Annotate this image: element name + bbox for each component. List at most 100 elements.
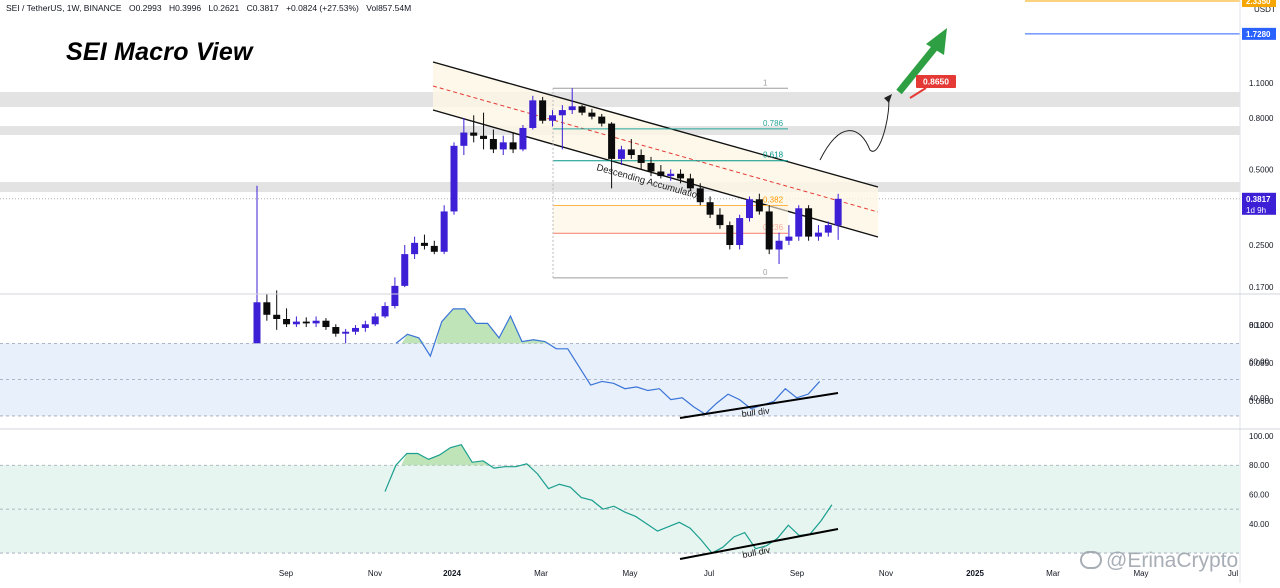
candle-body xyxy=(814,232,822,237)
price-label-box xyxy=(1242,27,1276,40)
candle-body xyxy=(578,106,586,113)
price-tick-label: 0.1700 xyxy=(1249,283,1274,292)
candle-body xyxy=(716,214,724,226)
time-tick-label: May xyxy=(1133,569,1148,578)
candle-body xyxy=(519,127,527,150)
candle-body xyxy=(499,142,507,150)
price-tick-label: 0.2500 xyxy=(1249,241,1274,250)
candle-body xyxy=(637,154,645,163)
price-tick-label: 0.1200 xyxy=(1249,321,1274,330)
candle-body xyxy=(263,302,271,315)
time-tick-label: Sep xyxy=(279,569,294,578)
stoch-tick-label: 100.00 xyxy=(1249,432,1274,441)
candle-body xyxy=(765,211,773,250)
candle-body xyxy=(391,285,399,307)
candle-body xyxy=(686,178,694,189)
candle-body xyxy=(795,208,803,237)
channel-upper-line xyxy=(432,61,879,188)
candle-body xyxy=(588,112,596,117)
time-tick-label: Mar xyxy=(1046,569,1060,578)
stoch-tick-label: 60.00 xyxy=(1249,491,1270,500)
stoch-tick-label: 80.00 xyxy=(1249,461,1270,470)
candle-body xyxy=(617,149,625,159)
rsi-overbought-fill xyxy=(436,308,551,344)
candle-body xyxy=(411,242,419,255)
candle-body xyxy=(509,142,517,150)
time-tick-label: Nov xyxy=(879,569,893,578)
watermark: @ErinaCrypto xyxy=(1080,549,1238,573)
projection-arrowhead xyxy=(884,94,892,103)
price-tick-label: 1.1000 xyxy=(1249,79,1274,88)
candle-body xyxy=(361,324,369,328)
price-label-box xyxy=(1242,0,1276,7)
time-tick-label: Jul xyxy=(704,569,714,578)
time-tick-label: Sep xyxy=(790,569,805,578)
symbol-label[interactable]: SEI / TetherUS, 1W, BINANCE xyxy=(6,3,122,13)
fib-level-label: 0.618 xyxy=(763,151,784,160)
target-label-box xyxy=(916,75,956,88)
target-pointer xyxy=(909,87,927,99)
candle-body xyxy=(470,132,478,136)
time-tick-label: Jul xyxy=(1228,569,1238,578)
candle-body xyxy=(647,162,655,172)
price-tick-label: 0.5000 xyxy=(1249,165,1274,174)
rsi-divergence-label: bull div xyxy=(741,406,771,419)
time-tick-label: May xyxy=(622,569,637,578)
candle-body xyxy=(549,115,556,121)
support-zone xyxy=(0,182,1240,192)
rsi-overbought-fill xyxy=(401,334,425,344)
candle-body xyxy=(608,123,616,159)
bullish-arrow-head xyxy=(926,28,947,55)
candle-body xyxy=(420,242,428,246)
candle-body xyxy=(480,135,488,139)
candle-body xyxy=(657,171,665,177)
candle-body xyxy=(489,138,497,150)
price-tick-label: 0.0850 xyxy=(1249,359,1274,368)
countdown-label: 1d 9h xyxy=(1246,206,1266,215)
candle-body xyxy=(775,240,783,250)
price-tick-label: 0.0600 xyxy=(1249,397,1274,406)
candle-body xyxy=(824,225,832,233)
candle-body xyxy=(440,211,448,252)
rsi-divergence-line xyxy=(679,392,839,419)
time-tick-label: 2024 xyxy=(443,569,461,578)
stoch-divergence-line xyxy=(679,528,839,560)
candle-body xyxy=(598,116,606,124)
stoch-tick-label: 40.00 xyxy=(1249,520,1270,529)
rsi-tick-label: 80.00 xyxy=(1249,321,1270,330)
fib-level-label: 0 xyxy=(763,268,768,277)
candle-body xyxy=(785,236,793,241)
candle-body xyxy=(401,254,409,286)
open-value: O0.2993 xyxy=(128,3,162,13)
price-label-text: 1.7280 xyxy=(1246,30,1271,39)
candle-body xyxy=(312,320,320,324)
candle-body xyxy=(460,132,468,146)
candle-body xyxy=(322,320,330,328)
candle-body xyxy=(529,100,537,128)
candle-body xyxy=(696,188,704,203)
volume-value: Vol857.54M xyxy=(366,3,412,13)
fib-level-label: 0.786 xyxy=(763,119,784,128)
rsi-tick-label: 40.00 xyxy=(1249,394,1270,403)
candle-body xyxy=(352,327,359,332)
candle-body xyxy=(627,149,635,155)
candle-body xyxy=(568,106,576,111)
candle-body xyxy=(667,173,675,177)
price-label-text: 0.3817 xyxy=(1246,195,1271,204)
price-tick-label: 0.8000 xyxy=(1249,114,1274,123)
fib-level-label: 0.382 xyxy=(763,195,784,204)
close-value: C0.3817 xyxy=(246,3,279,13)
candle-body xyxy=(736,218,744,246)
price-axis-unit: USDT xyxy=(1254,5,1276,14)
bullish-arrow-shaft xyxy=(896,42,940,95)
candle-body xyxy=(539,100,547,121)
chart-title: SEI Macro View xyxy=(66,38,253,66)
time-tick-label: Nov xyxy=(368,569,382,578)
candle-body xyxy=(755,199,763,212)
watermark-text: @ErinaCrypto xyxy=(1106,549,1239,572)
stoch-line xyxy=(384,444,833,554)
symbol-info-bar[interactable]: SEI / TetherUS, 1W, BINANCE O0.2993 H0.3… xyxy=(6,3,416,13)
candle-body xyxy=(371,316,379,325)
resistance-zone xyxy=(0,92,1240,107)
